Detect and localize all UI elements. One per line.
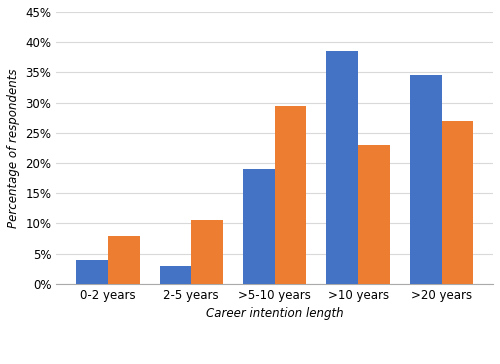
Y-axis label: Percentage of respondents: Percentage of respondents <box>7 68 20 228</box>
Bar <box>410 75 442 284</box>
Bar <box>243 169 274 284</box>
Bar <box>76 260 108 284</box>
Bar <box>326 51 358 284</box>
Bar <box>192 221 223 284</box>
Bar <box>108 236 140 284</box>
X-axis label: Career intention length: Career intention length <box>206 307 344 320</box>
Bar <box>358 145 390 284</box>
Bar <box>442 121 473 284</box>
Bar <box>274 106 306 284</box>
Bar <box>160 266 192 284</box>
